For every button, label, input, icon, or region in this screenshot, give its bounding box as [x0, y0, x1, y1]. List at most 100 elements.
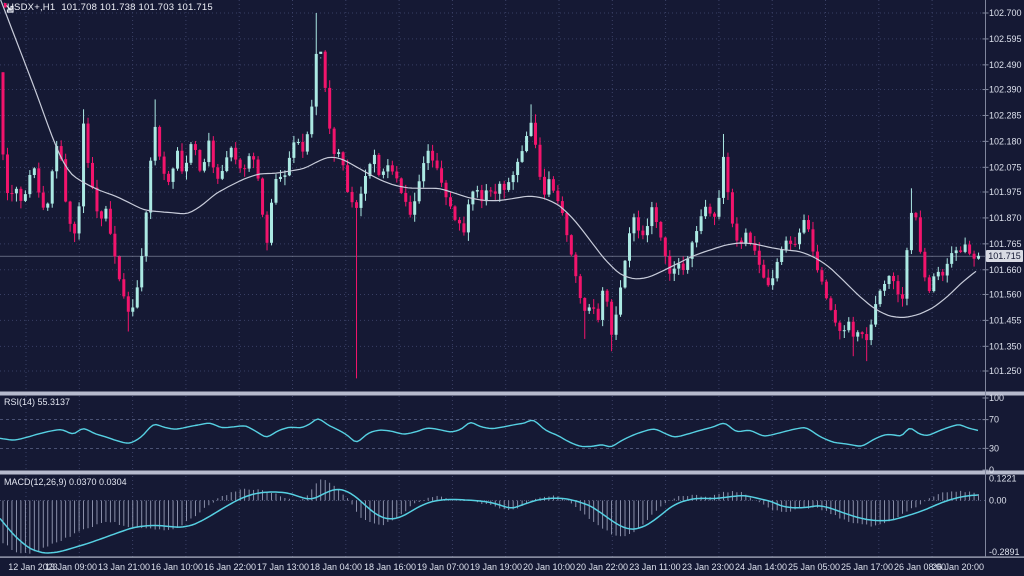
candle-body	[766, 277, 770, 286]
symbol-period: USDX+,H1	[7, 2, 56, 13]
candle-body	[189, 144, 193, 163]
candle-body	[932, 276, 936, 292]
time-axis-label: 17 Jan 13:00	[257, 562, 309, 572]
candle-body	[941, 271, 945, 276]
candle-body	[247, 156, 251, 169]
candle-body	[363, 176, 367, 194]
candle-body	[502, 183, 506, 190]
macd-scale-label: 0.00	[989, 496, 1007, 506]
candlestick-series[interactable]	[1, 13, 981, 379]
rsi-scale-label: 100	[989, 393, 1004, 403]
price-tick-label: 101.455	[989, 315, 1022, 325]
candle-body	[377, 154, 381, 175]
candle-body	[645, 226, 649, 236]
candle-body	[95, 187, 99, 212]
candle-body	[301, 141, 305, 152]
candle-body	[252, 156, 256, 160]
candle-body	[753, 243, 757, 251]
price-tick-label: 101.560	[989, 289, 1022, 299]
candle-body	[927, 277, 931, 292]
candle-body	[77, 206, 81, 234]
candle-body	[413, 201, 417, 215]
candle-body	[628, 233, 631, 261]
time-axis-label: 25 Jan 05:00	[788, 562, 840, 572]
candle-body	[475, 190, 479, 192]
candle-body	[677, 263, 681, 269]
candle-body	[583, 298, 587, 311]
price-tick-label: 101.765	[989, 239, 1022, 249]
rsi-panel[interactable]	[0, 418, 979, 448]
candle-body	[726, 156, 730, 193]
candle-body	[610, 301, 614, 335]
candle-body	[757, 250, 761, 265]
candle-body	[180, 150, 184, 172]
candle-body	[216, 167, 220, 179]
candle-body	[900, 294, 904, 299]
candle-body	[457, 219, 461, 224]
candle-body	[440, 168, 444, 183]
candle-body	[520, 151, 524, 162]
candle-body	[167, 173, 171, 182]
macd-scale-label: -0.2891	[989, 547, 1020, 557]
candle-body	[789, 240, 793, 244]
price-tick-label: 101.975	[989, 187, 1022, 197]
candle-body	[381, 171, 385, 175]
candle-body	[856, 332, 860, 337]
candle-body	[10, 193, 14, 195]
candle-body	[918, 217, 922, 252]
price-tick-label: 101.660	[989, 265, 1022, 275]
candle-body	[811, 229, 815, 252]
grid[interactable]	[0, 0, 985, 557]
candle-body	[435, 160, 439, 169]
candle-body	[243, 168, 247, 170]
candle-body	[158, 126, 162, 157]
candle-body	[842, 330, 846, 332]
candle-body	[46, 203, 50, 208]
candle-body	[619, 287, 623, 315]
chart-title: USDX+,H1 101.708 101.738 101.703 101.715	[3, 2, 213, 13]
candle-body	[332, 128, 336, 154]
candle-body	[73, 223, 77, 234]
candle-body	[686, 258, 690, 270]
candle-body	[489, 190, 493, 192]
panel-separators[interactable]	[0, 391, 1024, 558]
candle-body	[408, 201, 412, 215]
candle-body	[538, 144, 542, 177]
candle-body	[623, 260, 627, 288]
time-axis-label: 19 Jan 07:00	[417, 562, 469, 572]
time-axis-label: 13 Jan 09:00	[45, 562, 97, 572]
candle-body	[368, 164, 372, 177]
price-axis[interactable]: 102.700 102.595 102.490 102.390 102.285 102.1…	[982, 0, 1022, 557]
candle-body	[896, 281, 900, 295]
candle-body	[117, 256, 121, 280]
candle-body	[431, 150, 435, 161]
candle-body	[793, 243, 797, 245]
price-tick-label: 102.180	[989, 136, 1022, 146]
candle-body	[632, 217, 636, 234]
candle-body	[525, 136, 529, 152]
time-axis-label: 23 Jan 11:00	[629, 562, 680, 572]
candle-body	[815, 251, 819, 271]
ma-line[interactable]	[0, 0, 977, 318]
candle-body	[869, 324, 873, 341]
candle-body	[963, 244, 967, 252]
candle-body	[668, 256, 672, 274]
price-tick-label: 102.285	[989, 110, 1022, 120]
candle-body	[122, 279, 126, 297]
time-axis-label: 20 Jan 22:00	[576, 562, 628, 572]
candle-body	[305, 134, 309, 152]
macd-panel[interactable]	[0, 479, 979, 554]
candle-body	[86, 123, 90, 163]
candle-body	[601, 290, 605, 320]
price-tick-label: 101.870	[989, 213, 1022, 223]
candle-body	[350, 191, 354, 203]
candle-body	[171, 168, 175, 182]
candle-body	[704, 206, 708, 217]
candle-body	[636, 217, 640, 231]
separator-main-rsi[interactable]	[0, 391, 1024, 396]
candle-body	[37, 168, 41, 193]
separator-rsi-macd[interactable]	[0, 470, 1024, 475]
